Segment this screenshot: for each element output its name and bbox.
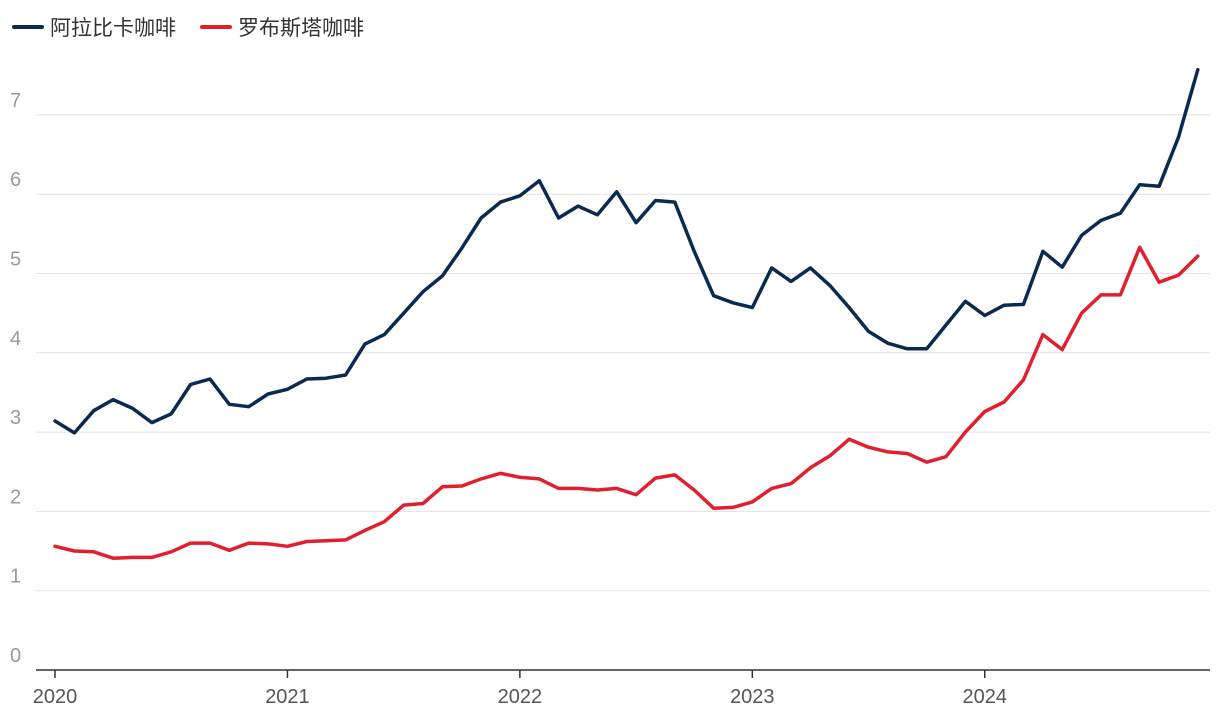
x-tick-label: 2021 xyxy=(265,686,310,708)
y-axis: 0 1 2 3 4 5 6 7 xyxy=(10,90,21,667)
legend-item-robusta: 罗布斯塔咖啡 xyxy=(200,12,364,42)
y-tick-label: 3 xyxy=(10,407,21,429)
y-tick-label: 1 xyxy=(10,566,21,588)
y-tick-label: 4 xyxy=(10,328,21,350)
y-tick-label: 7 xyxy=(10,90,21,112)
legend-item-arabica: 阿拉比卡咖啡 xyxy=(12,12,176,42)
y-tick-label: 2 xyxy=(10,486,21,508)
series-line-arabica xyxy=(53,67,1200,435)
x-axis: 2020 2021 2022 2023 2024 xyxy=(33,670,1007,708)
grid-lines xyxy=(36,114,1210,671)
legend-label-robusta: 罗布斯塔咖啡 xyxy=(238,16,364,40)
y-tick-label: 0 xyxy=(10,645,21,667)
y-tick-label: 5 xyxy=(10,249,21,271)
legend-swatch-arabica xyxy=(12,25,44,29)
y-tick-label: 6 xyxy=(10,169,21,191)
x-tick-label: 2022 xyxy=(498,686,543,708)
x-tick-label: 2023 xyxy=(730,686,775,708)
legend-label-arabica: 阿拉比卡咖啡 xyxy=(50,16,176,40)
series-line-robusta xyxy=(53,245,1200,560)
chart-legend: 阿拉比卡咖啡 罗布斯塔咖啡 xyxy=(12,12,388,42)
x-tick-label: 2020 xyxy=(33,686,78,708)
x-tick-label: 2024 xyxy=(963,686,1008,708)
series-lines xyxy=(53,67,1200,560)
legend-swatch-robusta xyxy=(200,25,232,29)
